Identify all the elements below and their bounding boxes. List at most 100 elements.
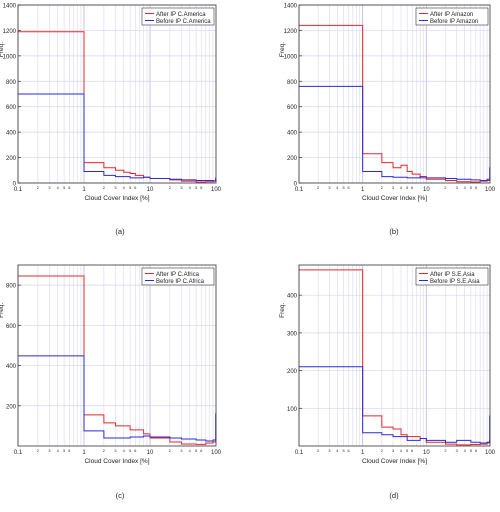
plot-frame [298, 264, 491, 447]
y-tick-label: 1200 [284, 29, 298, 35]
series-line-1 [299, 85, 491, 181]
x-minor-tick-label: 6 [475, 186, 477, 190]
legend-label: After IP C.America [156, 12, 206, 18]
legend-box [141, 267, 215, 286]
x-minor-tick-label: 4 [57, 449, 59, 453]
x-minor-tick-label: 3 [456, 449, 458, 453]
x-minor-tick-label: 5 [470, 449, 472, 453]
y-tick-label: 0 [294, 182, 298, 188]
x-axis-label: Cloud Cover Index [%] [362, 195, 427, 202]
x-minor-tick-label: 2 [444, 449, 446, 453]
x-axis-label: Cloud Cover Index [%] [84, 195, 149, 202]
series-line-1 [299, 366, 491, 444]
x-axis-label: Cloud Cover Index [%] [84, 458, 149, 465]
legend-box [415, 267, 489, 286]
x-minor-tick-label: 2 [37, 449, 39, 453]
x-minor-tick-label: 3 [392, 449, 394, 453]
panel-label: (b) [389, 227, 399, 236]
y-tick-label: 200 [6, 156, 17, 162]
x-minor-tick-label: 6 [200, 449, 202, 453]
series-line-1 [18, 355, 217, 442]
y-tick-label: 1400 [284, 4, 298, 10]
x-minor-tick-label: 4 [123, 186, 125, 190]
x-minor-tick-label: 6 [68, 186, 70, 190]
legend-label: Before IP C.Africa [156, 279, 205, 285]
x-minor-tick-label: 5 [470, 186, 472, 190]
panel-label: (a) [115, 227, 125, 236]
x-minor-tick-label: 5 [406, 186, 408, 190]
x-minor-tick-label: 5 [195, 449, 197, 453]
x-minor-tick-label: 5 [342, 449, 344, 453]
x-minor-tick-label: 6 [347, 186, 349, 190]
x-tick-label: 1 [361, 187, 365, 193]
x-minor-tick-label: 2 [317, 186, 319, 190]
y-tick-label: 400 [6, 364, 17, 370]
x-minor-tick-label: 3 [114, 449, 116, 453]
y-tick-label: 400 [6, 131, 17, 137]
x-minor-tick-label: 6 [200, 186, 202, 190]
series-line-1 [18, 93, 217, 182]
x-minor-tick-label: 5 [63, 449, 65, 453]
panel-label: (c) [116, 491, 125, 500]
x-minor-tick-label: 4 [57, 186, 59, 190]
x-tick-label: 1 [82, 450, 86, 456]
x-minor-tick-label: 2 [37, 186, 39, 190]
x-minor-tick-label: 6 [411, 449, 413, 453]
y-tick-label: 200 [287, 156, 298, 162]
x-tick-label: 100 [485, 450, 496, 456]
y-tick-label: 600 [6, 105, 17, 111]
y-axis-label: Freq. [279, 42, 286, 57]
x-axis-label: Cloud Cover Index [%] [362, 458, 427, 465]
x-minor-tick-label: 5 [406, 449, 408, 453]
plot-frame [17, 264, 217, 447]
y-tick-label: 600 [287, 105, 298, 111]
y-axis-label: Freq. [0, 302, 5, 317]
y-axis-label: Freq. [0, 42, 5, 57]
x-minor-tick-label: 5 [342, 186, 344, 190]
x-minor-tick-label: 3 [328, 449, 330, 453]
x-minor-tick-label: 4 [400, 186, 402, 190]
x-minor-tick-label: 5 [195, 186, 197, 190]
x-minor-tick-label: 3 [48, 449, 50, 453]
x-tick-label: 100 [211, 187, 222, 193]
x-minor-tick-label: 3 [180, 186, 182, 190]
x-minor-tick-label: 4 [189, 186, 191, 190]
x-minor-tick-label: 3 [392, 186, 394, 190]
x-tick-label: 1 [361, 450, 365, 456]
x-minor-tick-label: 6 [134, 449, 136, 453]
x-tick-label: 10 [147, 187, 154, 193]
x-minor-tick-label: 2 [317, 449, 319, 453]
x-minor-tick-label: 3 [114, 186, 116, 190]
y-tick-label: 600 [6, 324, 17, 330]
legend-label: After IP C.Africa [156, 272, 200, 278]
x-minor-tick-label: 4 [123, 449, 125, 453]
x-minor-tick-label: 6 [475, 449, 477, 453]
legend-label: Before IP S.E.Asia [430, 279, 480, 285]
x-minor-tick-label: 2 [103, 186, 105, 190]
legend-label: After IP S.E.Asia [430, 272, 475, 278]
x-minor-tick-label: 2 [169, 186, 171, 190]
x-minor-tick-label: 3 [456, 186, 458, 190]
x-tick-label: 0.1 [14, 450, 23, 456]
x-minor-tick-label: 4 [464, 186, 466, 190]
x-tick-label: 0.1 [295, 187, 304, 193]
x-tick-label: 10 [423, 450, 430, 456]
y-tick-label: 200 [6, 404, 17, 410]
x-minor-tick-label: 6 [347, 449, 349, 453]
y-tick-label: 800 [6, 284, 17, 290]
x-minor-tick-label: 4 [336, 449, 338, 453]
y-tick-label: 1400 [3, 4, 17, 10]
y-tick-label: 400 [287, 131, 298, 137]
x-tick-label: 100 [485, 187, 496, 193]
x-minor-tick-label: 4 [464, 449, 466, 453]
panel-label: (d) [389, 491, 399, 500]
y-tick-label: 1000 [3, 54, 17, 60]
x-minor-tick-label: 4 [400, 449, 402, 453]
x-minor-tick-label: 5 [129, 449, 131, 453]
y-tick-label: 300 [287, 331, 298, 337]
x-minor-tick-label: 2 [444, 186, 446, 190]
